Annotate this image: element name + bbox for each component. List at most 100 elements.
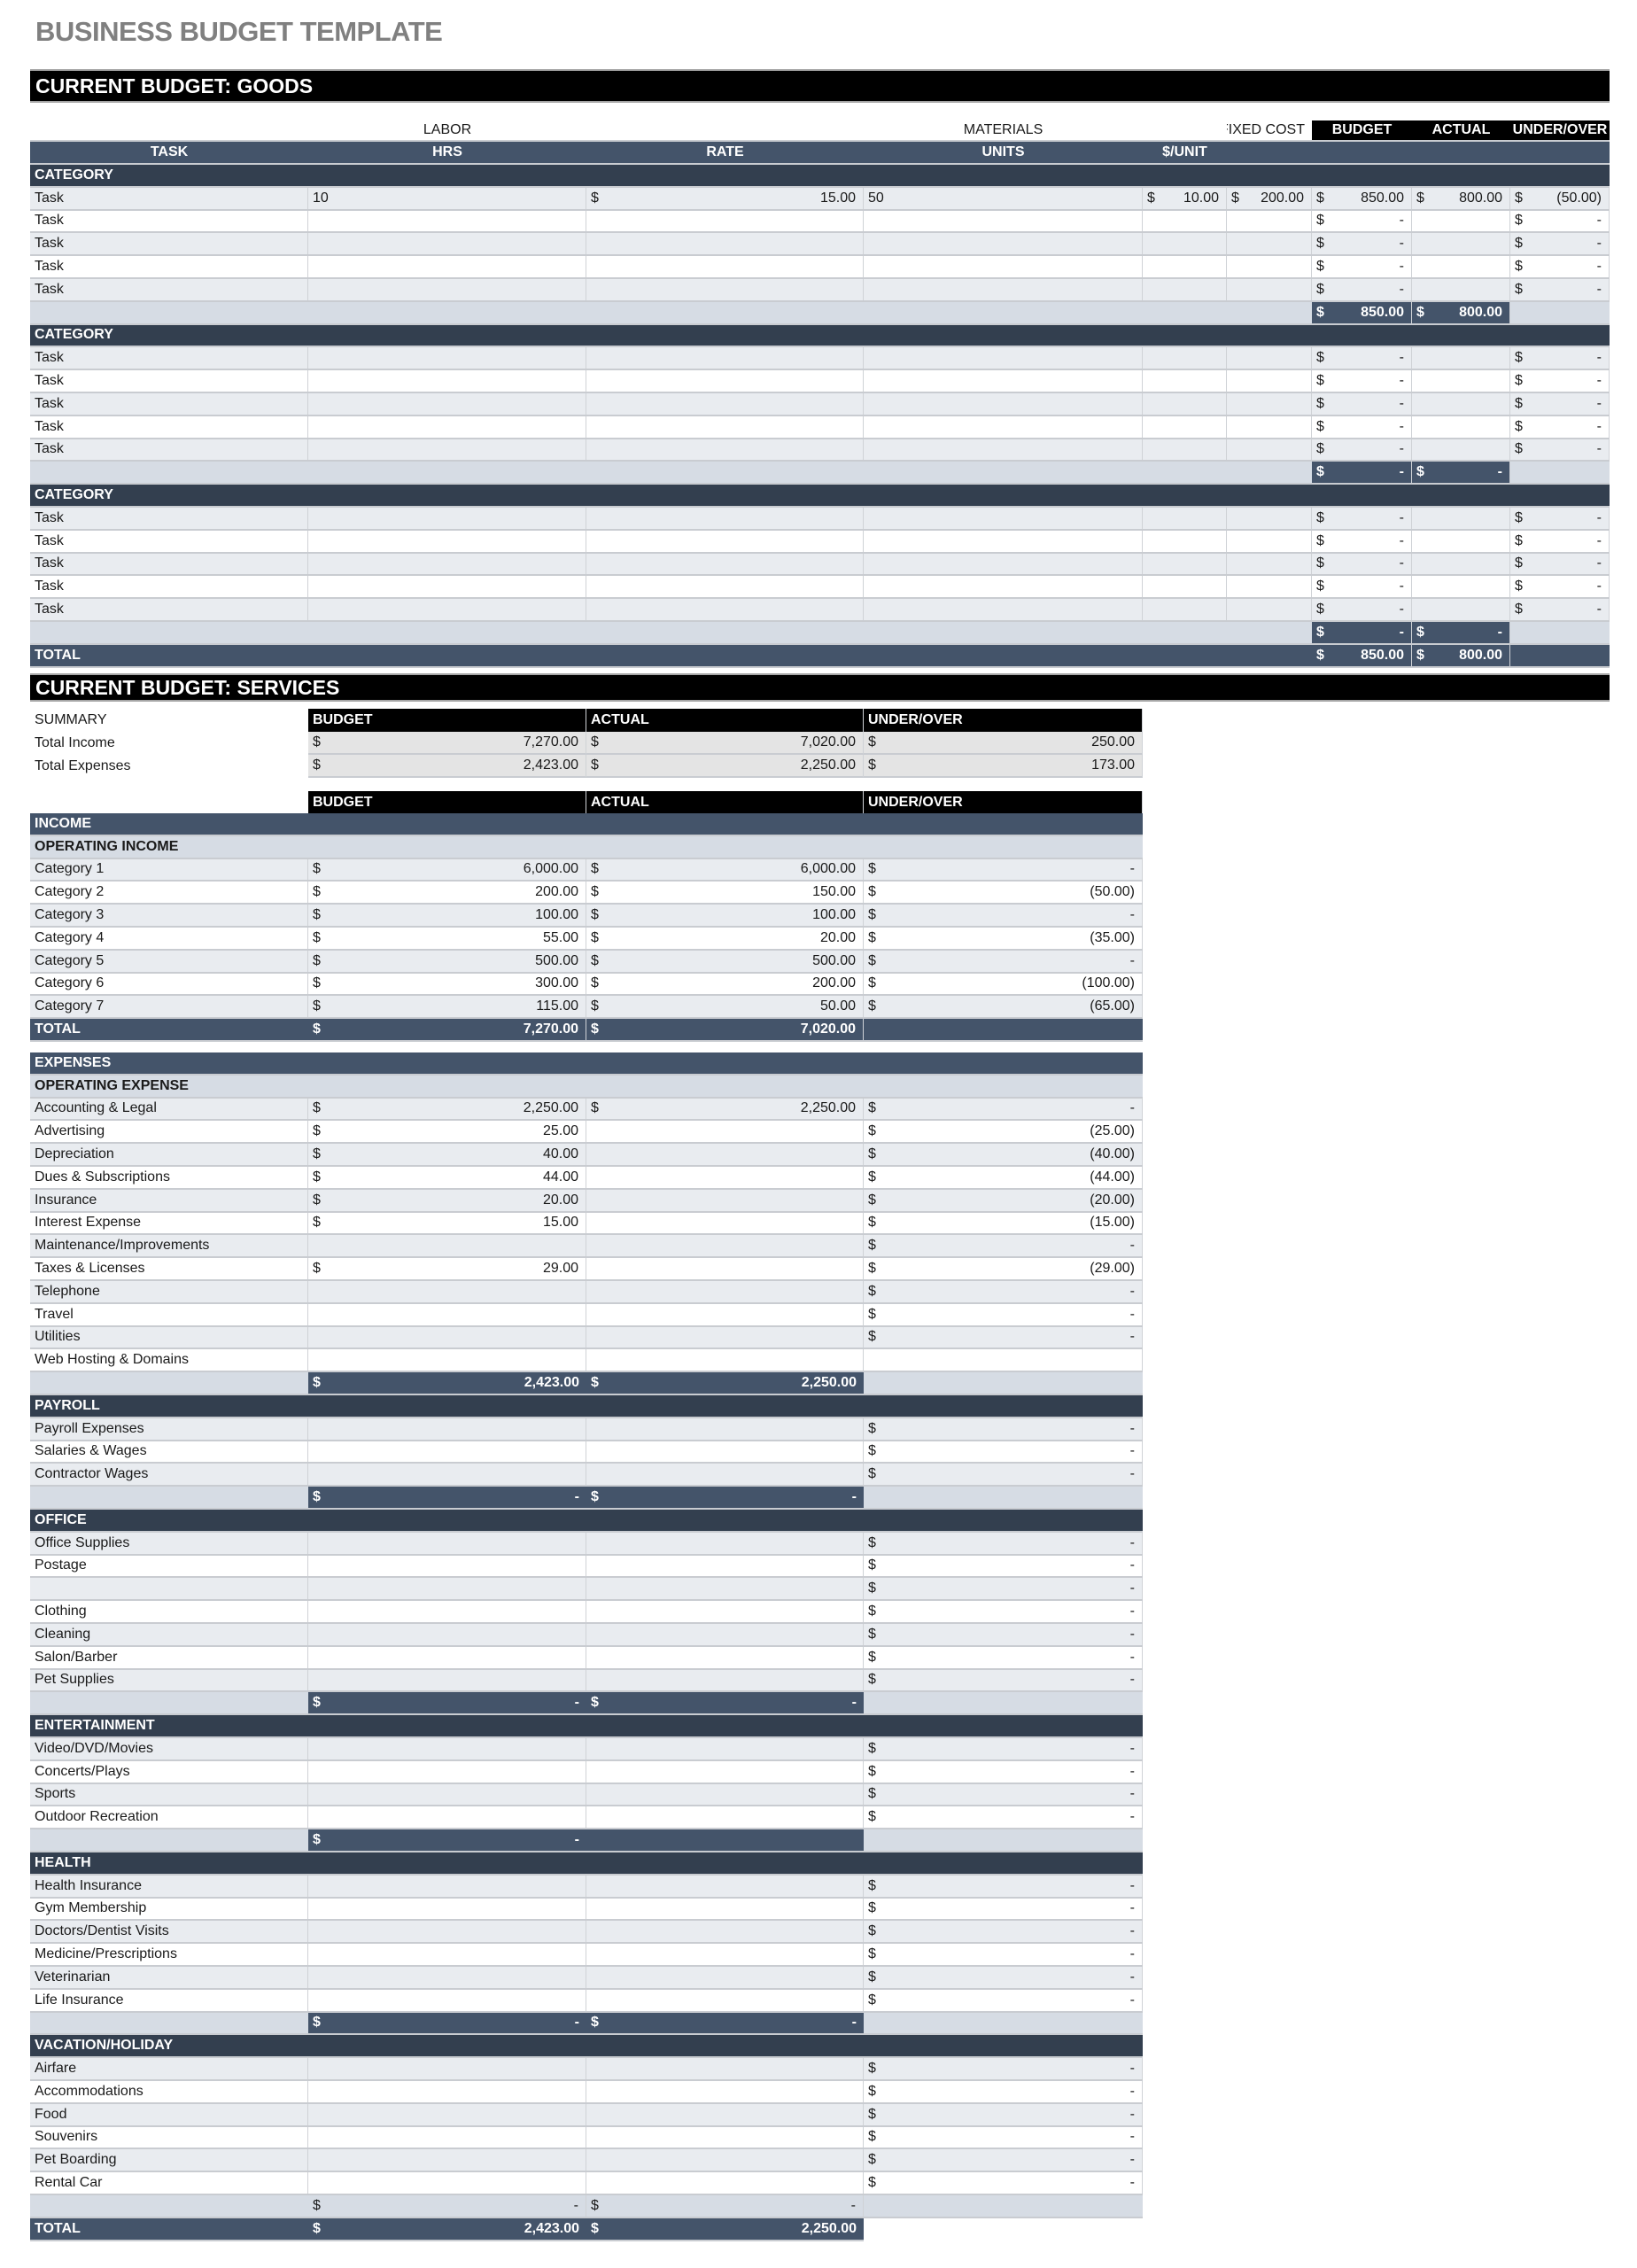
actual-cell[interactable] (1412, 233, 1510, 255)
actual-cell[interactable]: $20.00 (586, 928, 864, 949)
budget-cell[interactable] (308, 1875, 586, 1897)
units-cell[interactable] (864, 210, 1143, 232)
fixed-cost-cell[interactable] (1227, 576, 1312, 598)
unit-cost-cell[interactable] (1143, 233, 1227, 255)
rate-cell[interactable] (586, 347, 864, 369)
budget-cell[interactable]: $ - (1312, 210, 1412, 232)
budget-cell[interactable]: $100.00 (308, 905, 586, 926)
under-over-cell[interactable]: $ - (864, 1967, 1143, 1988)
under-over-cell[interactable]: $ - (1510, 233, 1610, 255)
under-over-cell[interactable]: $ - (864, 1989, 1143, 2011)
actual-cell[interactable]: $100.00 (586, 905, 864, 926)
budget-cell[interactable] (308, 1235, 586, 1257)
under-over-cell[interactable]: $ - (864, 2126, 1143, 2148)
unit-cost-cell[interactable] (1143, 508, 1227, 529)
actual-cell[interactable] (1412, 279, 1510, 300)
task-cell[interactable]: Task (30, 508, 308, 529)
under-over-cell[interactable]: $ - (1510, 508, 1610, 529)
unit-cost-cell[interactable] (1143, 416, 1227, 438)
under-over-cell[interactable]: $ - (864, 1624, 1143, 1645)
fixed-cost-cell[interactable] (1227, 553, 1312, 575)
budget-cell[interactable] (308, 1967, 586, 1988)
budget-cell[interactable]: $40.00 (308, 1144, 586, 1165)
task-cell[interactable]: Task (30, 416, 308, 438)
unit-cost-cell[interactable] (1143, 279, 1227, 300)
actual-cell[interactable] (586, 1418, 864, 1440)
under-over-cell[interactable]: $ - (1510, 393, 1610, 415)
actual-cell[interactable] (1412, 576, 1510, 598)
budget-cell[interactable]: $200.00 (308, 882, 586, 904)
rate-cell[interactable] (586, 599, 864, 620)
actual-cell[interactable] (1412, 439, 1510, 461)
rate-cell[interactable] (586, 279, 864, 300)
actual-cell[interactable] (586, 1441, 864, 1463)
under-over-cell[interactable]: $ - (864, 1555, 1143, 1577)
actual-cell[interactable] (586, 1624, 864, 1645)
actual-cell[interactable] (586, 1464, 864, 1486)
under-over-cell[interactable]: $ - (864, 1464, 1143, 1486)
budget-cell[interactable] (308, 1601, 586, 1622)
budget-cell[interactable] (308, 1921, 586, 1943)
actual-cell[interactable] (1412, 210, 1510, 232)
unit-cost-cell[interactable] (1143, 370, 1227, 392)
under-over-cell[interactable]: $ (29.00) (864, 1258, 1143, 1279)
rate-cell[interactable] (586, 210, 864, 232)
actual-cell[interactable]: $2,250.00 (586, 1098, 864, 1120)
units-cell[interactable] (864, 530, 1143, 552)
fixed-cost-cell[interactable] (1227, 599, 1312, 620)
under-over-cell[interactable]: $ (50.00) (1510, 187, 1610, 209)
under-over-cell[interactable]: $ - (864, 905, 1143, 926)
actual-cell[interactable] (586, 2126, 864, 2148)
actual-cell[interactable] (586, 1967, 864, 1988)
task-cell[interactable]: Task (30, 393, 308, 415)
budget-cell[interactable]: $ - (1312, 279, 1412, 300)
under-over-cell[interactable]: $ - (864, 950, 1143, 972)
units-cell[interactable] (864, 279, 1143, 300)
budget-cell[interactable]: $ - (1312, 576, 1412, 598)
hrs-cell[interactable] (308, 393, 586, 415)
task-cell[interactable]: Task (30, 530, 308, 552)
actual-cell[interactable] (586, 1760, 864, 1783)
budget-cell[interactable] (308, 1532, 586, 1554)
task-cell[interactable]: Task (30, 279, 308, 300)
under-over-cell[interactable]: $ (65.00) (864, 996, 1143, 1018)
rate-cell[interactable] (586, 393, 864, 415)
hrs-cell[interactable] (308, 599, 586, 620)
budget-cell[interactable] (308, 1944, 586, 1965)
under-over-cell[interactable]: $ - (1510, 370, 1610, 392)
budget-cell[interactable]: $ - (1312, 553, 1412, 575)
unit-cost-cell[interactable] (1143, 393, 1227, 415)
under-over-cell[interactable]: $ - (864, 1303, 1143, 1325)
task-cell[interactable]: Task (30, 553, 308, 575)
actual-cell[interactable] (1412, 256, 1510, 277)
under-over-cell[interactable]: $ - (864, 1760, 1143, 1783)
task-cell[interactable]: Task (30, 187, 308, 209)
units-cell[interactable] (864, 576, 1143, 598)
fixed-cost-cell[interactable] (1227, 393, 1312, 415)
budget-cell[interactable] (308, 1760, 586, 1783)
fixed-cost-cell[interactable] (1227, 233, 1312, 255)
under-over-cell[interactable]: $ - (864, 1783, 1143, 1806)
rate-cell[interactable] (586, 416, 864, 438)
actual-cell[interactable] (586, 1349, 864, 1371)
actual-cell[interactable] (586, 2172, 864, 2194)
actual-cell[interactable] (586, 2149, 864, 2171)
under-over-cell[interactable]: $ - (864, 1601, 1143, 1622)
budget-cell[interactable]: $44.00 (308, 1167, 586, 1188)
under-over-cell[interactable]: $ - (864, 2172, 1143, 2194)
actual-cell[interactable]: $500.00 (586, 950, 864, 972)
budget-cell[interactable]: $ - (1312, 256, 1412, 277)
under-over-cell[interactable]: $ - (864, 1875, 1143, 1897)
summary-under-over[interactable]: $173.00 (864, 754, 1143, 778)
budget-cell[interactable]: $2,250.00 (308, 1098, 586, 1120)
summary-actual[interactable]: $2,250.00 (586, 754, 864, 778)
budget-cell[interactable] (308, 1898, 586, 1920)
budget-cell[interactable]: $6,000.00 (308, 858, 586, 881)
budget-cell[interactable] (308, 1326, 586, 1348)
actual-cell[interactable]: $200.00 (586, 973, 864, 995)
actual-cell[interactable] (586, 1738, 864, 1759)
rate-cell[interactable] (586, 530, 864, 552)
actual-cell[interactable] (586, 1189, 864, 1211)
hrs-cell[interactable]: 10 (308, 187, 586, 209)
under-over-cell[interactable]: $ - (864, 1281, 1143, 1302)
